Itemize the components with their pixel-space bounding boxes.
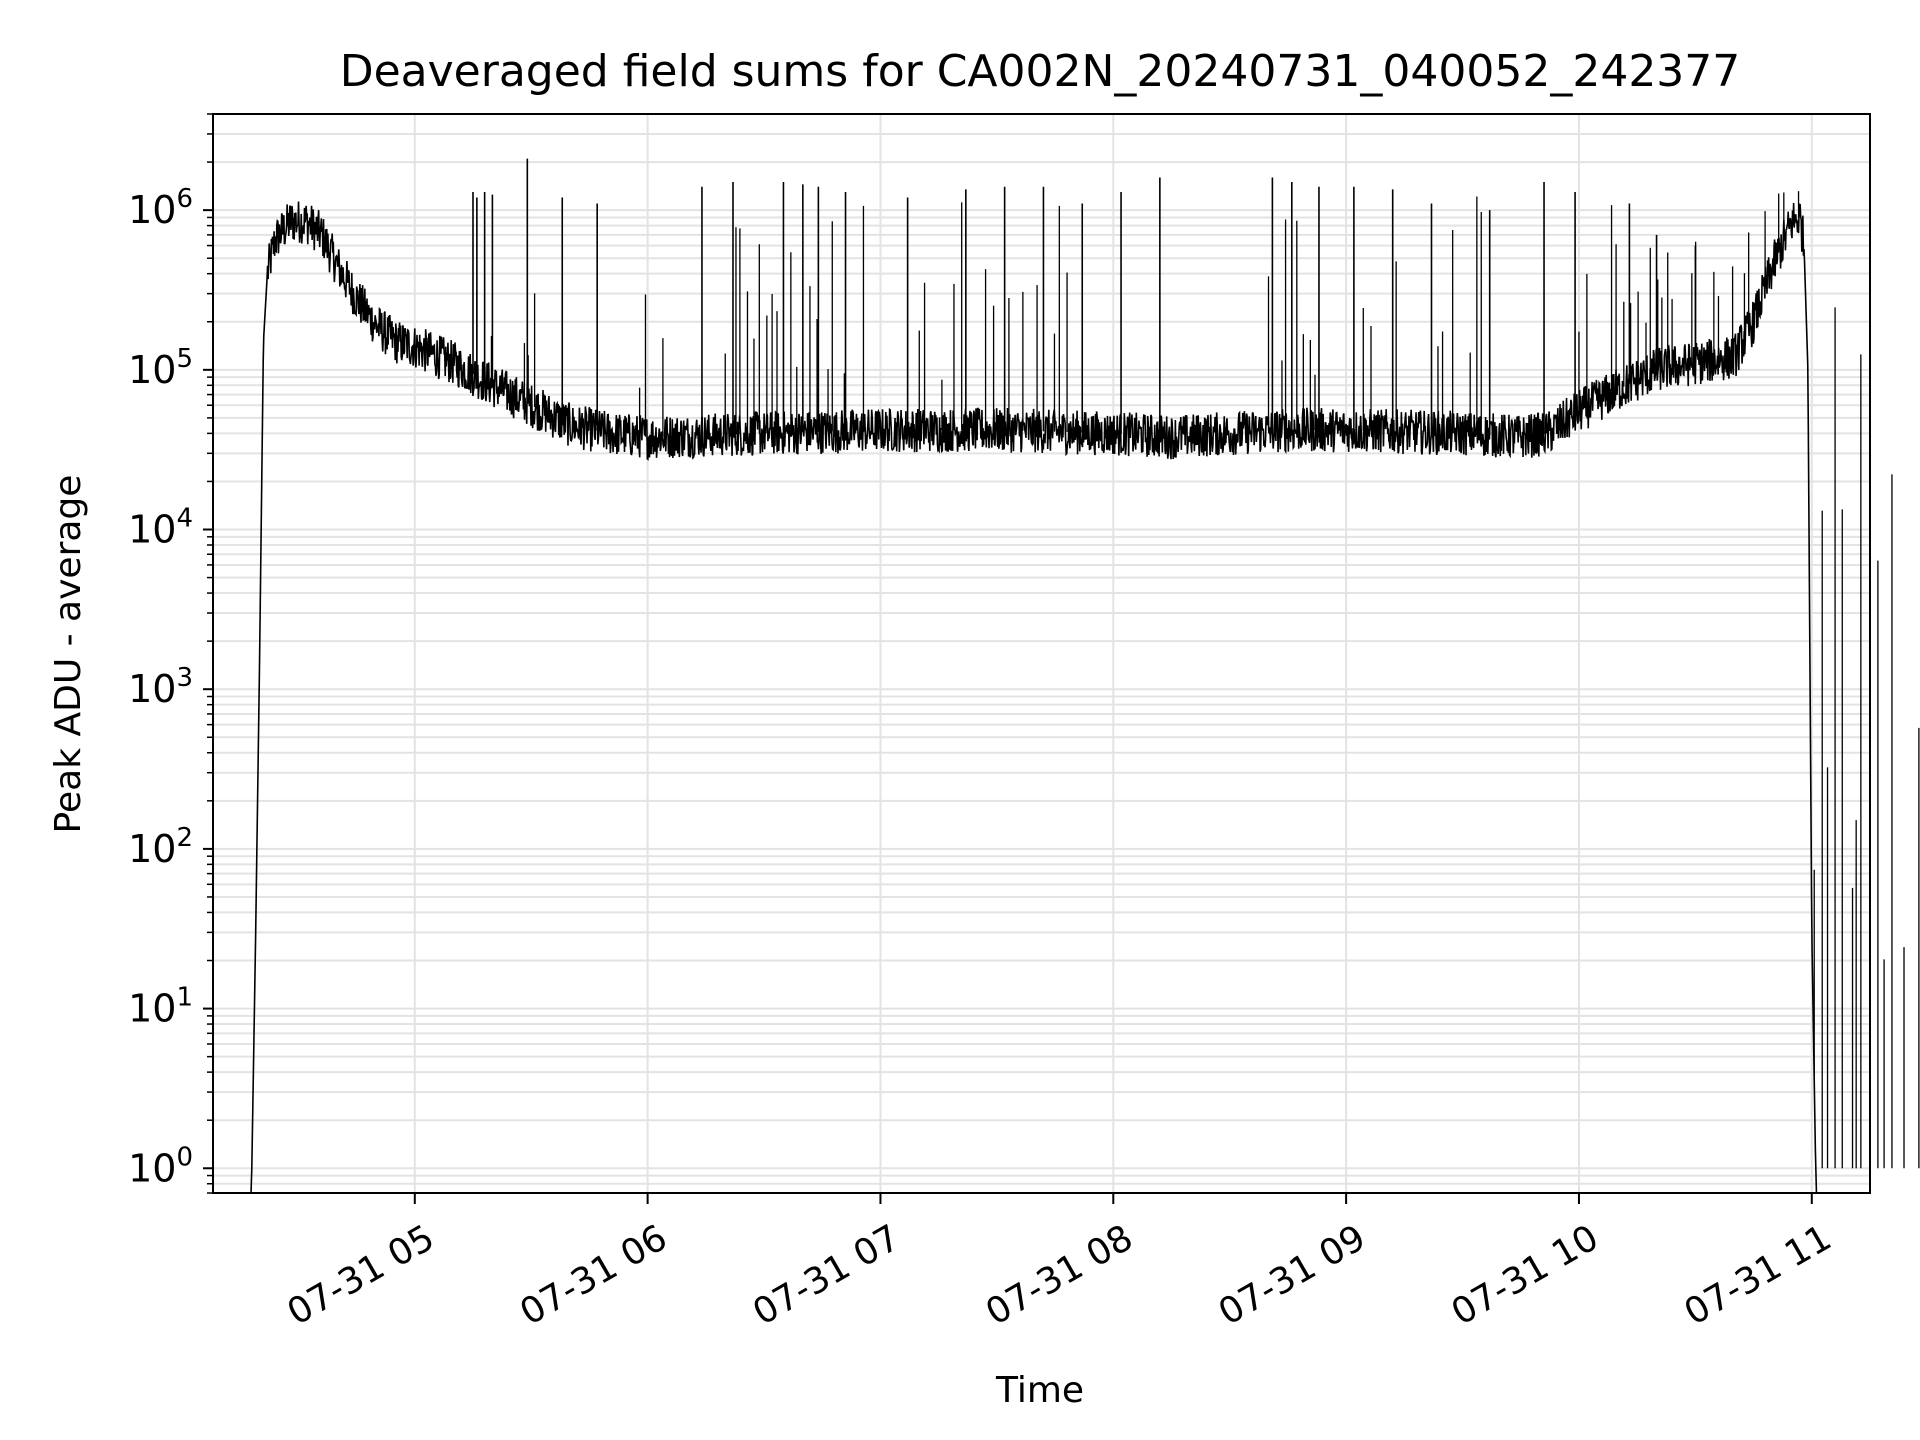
y-axis-label: Peak ADU - average <box>48 475 89 834</box>
grid <box>213 113 1870 1194</box>
x-axis-label: Time <box>995 1370 1084 1411</box>
y-tick-label: 106 <box>128 184 193 232</box>
y-tick-label: 105 <box>128 344 193 392</box>
series-line <box>250 201 1818 1194</box>
y-tick-label: 104 <box>128 504 193 552</box>
y-tick-label: 101 <box>128 983 193 1031</box>
y-tick-label: 103 <box>128 663 193 711</box>
plot-area <box>212 113 1871 1194</box>
y-tick-label: 102 <box>128 823 193 871</box>
series-layer <box>250 158 1920 1194</box>
chart-title: Deaveraged field sums for CA002N_2024073… <box>340 46 1741 97</box>
y-tick-label: 100 <box>128 1142 193 1190</box>
y-axis: 100 101 102 103 104 105 106 <box>128 113 213 1194</box>
